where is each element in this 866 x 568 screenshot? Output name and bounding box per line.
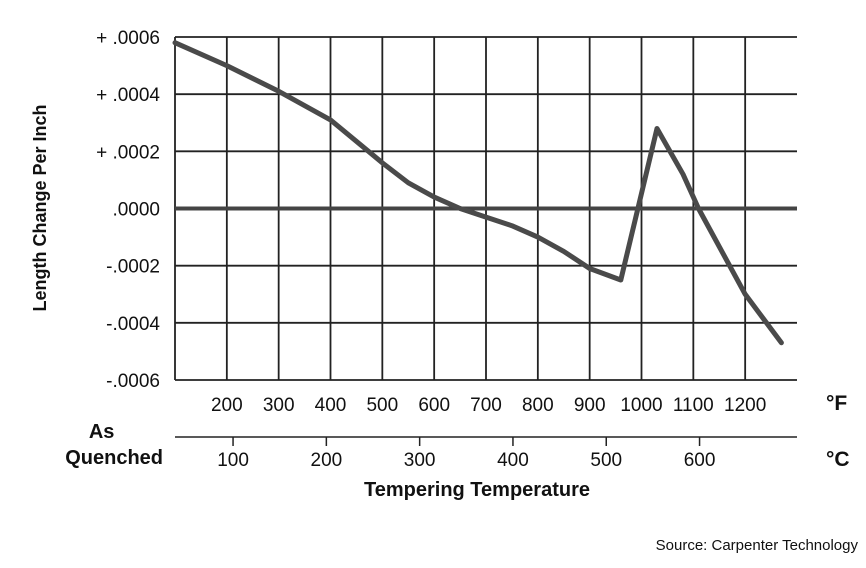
- x-tick-label-f: 200: [211, 395, 243, 416]
- y-tick-label: + .0004: [96, 85, 160, 106]
- x-tick-label-f: 1000: [620, 395, 662, 416]
- x-tick-label-c: 300: [404, 450, 436, 471]
- y-axis-label: Length Change Per Inch: [30, 104, 50, 311]
- x-tick-label-c: 100: [217, 450, 249, 471]
- y-tick-label: -.0006: [106, 371, 160, 392]
- x-tick-label-c: 200: [311, 450, 343, 471]
- x-tick-label-f: 800: [522, 395, 554, 416]
- x-axis-label: Tempering Temperature: [364, 479, 590, 501]
- celsius-axis: 100 200 300 400 500 600: [175, 436, 797, 471]
- x-tick-label-c: 400: [497, 450, 529, 471]
- x-tick-label-f: 500: [366, 395, 398, 416]
- x-tick-label-f: 300: [263, 395, 295, 416]
- y-tick-label: + .0006: [96, 28, 160, 49]
- x-tick-label-f: 1200: [724, 395, 766, 416]
- series-line: [172, 40, 784, 346]
- series-layer: [172, 40, 784, 346]
- unit-celsius: °C: [826, 448, 850, 471]
- x-tick-label-f: 400: [315, 395, 347, 416]
- as-quenched-label: As Quenched: [65, 421, 163, 469]
- x-tick-label-f: 600: [418, 395, 450, 416]
- x-tick-label-c: 500: [590, 450, 622, 471]
- y-tick-labels: + .0006 + .0004 + .0002 .0000 -.0002 -.0004 -.…: [96, 28, 160, 392]
- unit-fahrenheit: °F: [826, 392, 847, 415]
- y-tick-label: .0000: [112, 200, 160, 221]
- y-tick-label: -.0004: [106, 314, 160, 335]
- x-tick-label-f: 700: [470, 395, 502, 416]
- x-tick-label-c: 600: [684, 450, 716, 471]
- x-tick-label-f: 900: [574, 395, 606, 416]
- x-tick-label-f: 1100: [673, 395, 714, 416]
- x-tick-labels: 200 300 400 500 600 700 800 900 1000 1100 1200: [211, 395, 766, 416]
- y-tick-label: + .0002: [96, 142, 160, 163]
- source-note: Source: Carpenter Technology: [655, 537, 858, 554]
- y-tick-label: -.0002: [106, 257, 160, 278]
